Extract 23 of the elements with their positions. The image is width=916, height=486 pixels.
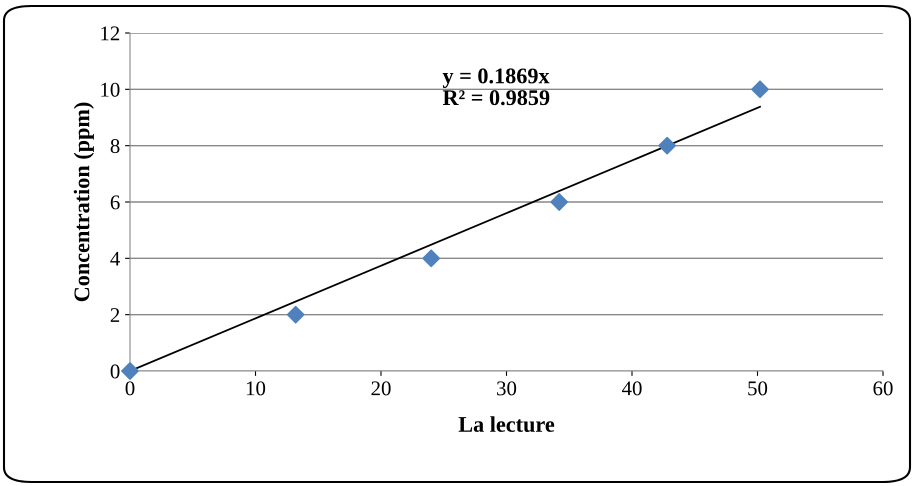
x-axis-title: La lecture xyxy=(458,416,554,432)
point xyxy=(658,136,676,155)
point xyxy=(550,193,568,211)
point xyxy=(121,362,139,380)
annotation: y = 0.1869x R² = 0.9859 xyxy=(442,68,550,106)
y-tick-label: 4 xyxy=(110,252,120,266)
y-tick-label: 0 xyxy=(110,364,120,378)
y-tick-label: 6 xyxy=(110,195,120,210)
y-tick-label: 2 xyxy=(110,308,120,322)
x-tick-label: 40 xyxy=(622,381,642,396)
y-tick-label: 10 xyxy=(101,82,120,97)
x-tick-label: 30 xyxy=(497,381,516,396)
y-axis-title: Concentration (ppm) xyxy=(74,102,94,302)
point xyxy=(751,80,769,98)
x-tick-label: 0 xyxy=(126,381,134,396)
point xyxy=(286,306,305,324)
point xyxy=(422,249,440,268)
x-tick-label: 60 xyxy=(873,381,893,396)
x-tick-label: 20 xyxy=(372,381,391,396)
x-tick-label: 10 xyxy=(246,381,266,396)
x-tick-label: 50 xyxy=(748,381,768,396)
y-tick-label: 12 xyxy=(101,26,120,40)
y-tick-label: 8 xyxy=(110,139,120,154)
